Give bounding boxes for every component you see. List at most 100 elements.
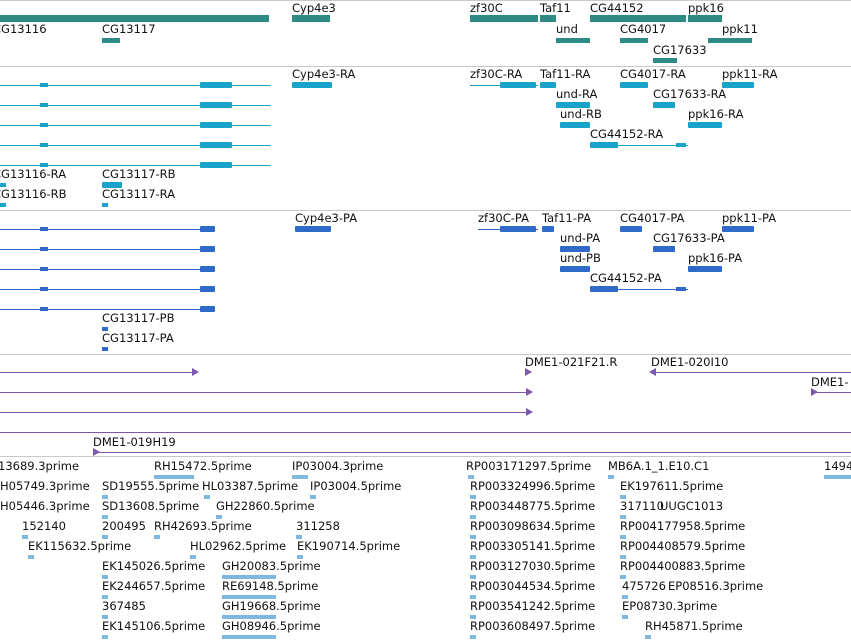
transcript-bar-taf11-ra[interactable] [540, 82, 556, 88]
transcript-cg13116-isoform[interactable] [0, 85, 271, 86]
est-bar[interactable] [470, 575, 476, 579]
est-bar[interactable] [154, 475, 194, 479]
clone-label-dme1-020i10[interactable]: DME1-020I10 [651, 355, 729, 369]
protein-cg13116-isoform[interactable] [0, 229, 215, 230]
transcript-bar-cg17633-ra[interactable] [653, 102, 675, 108]
gene-label-und[interactable]: und [556, 22, 578, 36]
est-label[interactable]: EP08516.3prime [668, 579, 764, 593]
gene-bar-cg4017[interactable] [620, 38, 648, 43]
gene-label-ppk16[interactable]: ppk16 [688, 1, 724, 15]
protein-cg13116-isoform[interactable] [0, 309, 215, 310]
est-bar[interactable] [190, 555, 196, 559]
est-bar[interactable] [216, 515, 222, 519]
est-label[interactable]: EK145026.5prime [102, 559, 206, 573]
est-label[interactable]: 367485 [102, 599, 146, 613]
est-label[interactable]: RP003305141.5prime [470, 539, 596, 553]
est-label[interactable]: EK115632.5prime [28, 539, 132, 553]
transcript-bar-cg13117-ra[interactable] [102, 203, 108, 207]
protein-label-taf11-pa[interactable]: Taf11-PA [542, 211, 592, 225]
est-bar[interactable] [292, 475, 308, 479]
est-label[interactable]: 200495 [102, 519, 146, 533]
est-bar[interactable] [620, 575, 626, 579]
est-label[interactable]: EP08730.3prime [622, 599, 718, 613]
protein-bar-cg4017-pa[interactable] [620, 226, 642, 232]
clone-line[interactable] [0, 412, 530, 413]
transcript-bar-cg13116-ra[interactable] [0, 183, 6, 187]
est-label[interactable]: RH05749.3prime [0, 479, 90, 493]
clone-line[interactable] [0, 392, 530, 393]
gene-label-cg4017[interactable]: CG4017 [620, 22, 667, 36]
est-bar[interactable] [222, 595, 276, 599]
protein-bar-cg13117-pa[interactable] [102, 347, 108, 351]
transcript-label-cg13116-rb[interactable]: CG13116-RB [0, 187, 67, 201]
protein-label-cg17633-pa[interactable]: CG17633-PA [653, 231, 725, 245]
est-label[interactable]: RH42693.5prime [154, 519, 252, 533]
est-bar[interactable] [102, 515, 108, 519]
protein-label-zf30c-pa[interactable]: zf30C-PA [478, 211, 529, 225]
est-label[interactable]: RP004177958.5prime [620, 519, 746, 533]
transcript-cg13116-isoform[interactable] [0, 125, 271, 126]
est-label[interactable]: RP003098634.5prime [470, 519, 596, 533]
transcript-label-cyp4e3-ra[interactable]: Cyp4e3-RA [292, 67, 356, 81]
est-label[interactable]: RH15472.5prime [154, 459, 252, 473]
transcript-bar-cyp4e3-ra[interactable] [292, 82, 332, 88]
transcript-cg13116-isoform[interactable] [0, 105, 271, 106]
protein-bar-cg44152-pa[interactable] [590, 286, 618, 292]
clone-line[interactable] [815, 392, 851, 393]
transcript-label-cg13116-ra[interactable]: CG13116-RA [0, 167, 67, 181]
est-label[interactable]: GH20083.5prime [222, 559, 321, 573]
clone-line[interactable] [0, 372, 196, 373]
est-bar[interactable] [102, 595, 108, 599]
est-label[interactable]: RP003448775.5prime [470, 499, 596, 513]
protein-cg13116-isoform[interactable] [0, 289, 215, 290]
est-bar[interactable] [608, 475, 614, 479]
gene-bar-und[interactable] [556, 38, 590, 43]
protein-bar-taf11-pa[interactable] [542, 226, 554, 232]
transcript-bar-ppk11-ra[interactable] [722, 82, 754, 88]
est-label[interactable]: IP03004.5prime [310, 479, 402, 493]
est-bar[interactable] [824, 475, 851, 479]
est-label[interactable]: RP003541242.5prime [470, 599, 596, 613]
protein-bar-cyp4e3-pa[interactable] [295, 226, 331, 232]
gene-label-cg13116[interactable]: CG13116 [0, 22, 47, 36]
protein-cg13116-isoform[interactable] [0, 269, 215, 270]
protein-label-ppk11-pa[interactable]: ppk11-PA [722, 211, 777, 225]
est-label[interactable]: 475726 [622, 579, 666, 593]
est-label[interactable]: RE69148.5prime [222, 579, 319, 593]
gene-label-taf11[interactable]: Taf11 [540, 1, 571, 15]
gene-label-cg13117[interactable]: CG13117 [102, 22, 156, 36]
est-bar[interactable] [622, 595, 628, 599]
est-label[interactable]: RP003127030.5prime [470, 559, 596, 573]
transcript-label-zf30c-ra[interactable]: zf30C-RA [470, 67, 523, 81]
est-label[interactable]: RP003608497.5prime [470, 619, 596, 633]
est-bar[interactable] [297, 555, 303, 559]
est-bar[interactable] [468, 475, 474, 479]
gene-bar-taf11[interactable] [540, 15, 556, 22]
est-bar[interactable] [470, 555, 476, 559]
gene-bar-cyp4e3[interactable] [292, 15, 330, 22]
est-label[interactable]: SD13608.5prime [102, 499, 200, 513]
protein-bar-cg17633-pa[interactable] [653, 246, 675, 252]
est-label[interactable]: HL02962.5prime [190, 539, 287, 553]
est-label[interactable]: SD19555.5prime [102, 479, 200, 493]
est-label[interactable]: GH19668.5prime [222, 599, 321, 613]
protein-bar-zf30c-pa[interactable] [500, 226, 536, 232]
est-label[interactable]: RH05446.3prime [0, 499, 90, 513]
est-label[interactable]: RP003324996.5prime [470, 479, 596, 493]
est-bar[interactable] [102, 615, 108, 619]
est-bar[interactable] [222, 615, 276, 619]
est-label[interactable]: IP03004.3prime [292, 459, 384, 473]
transcript-bar-zf30c-ra[interactable] [500, 82, 536, 88]
est-label[interactable]: 13689.3prime [0, 459, 80, 473]
gene-bar-ppk11[interactable] [708, 38, 752, 43]
transcript-label-cg44152-ra[interactable]: CG44152-RA [590, 127, 664, 141]
protein-label-cg13117-pa[interactable]: CG13117-PA [102, 331, 174, 345]
transcript-label-ppk11-ra[interactable]: ppk11-RA [722, 67, 778, 81]
transcript-bar-cg13116-rb[interactable] [0, 203, 6, 207]
est-label[interactable]: 317110 [620, 499, 664, 513]
protein-bar-cg13117-pb[interactable] [102, 327, 108, 331]
protein-label-ppk16-pa[interactable]: ppk16-PA [688, 251, 743, 265]
transcript-label-cg13117-rb[interactable]: CG13117-RB [102, 167, 176, 181]
gene-label-zf30c[interactable]: zf30C [470, 1, 503, 15]
transcript-bar-und-rb[interactable] [560, 122, 590, 128]
